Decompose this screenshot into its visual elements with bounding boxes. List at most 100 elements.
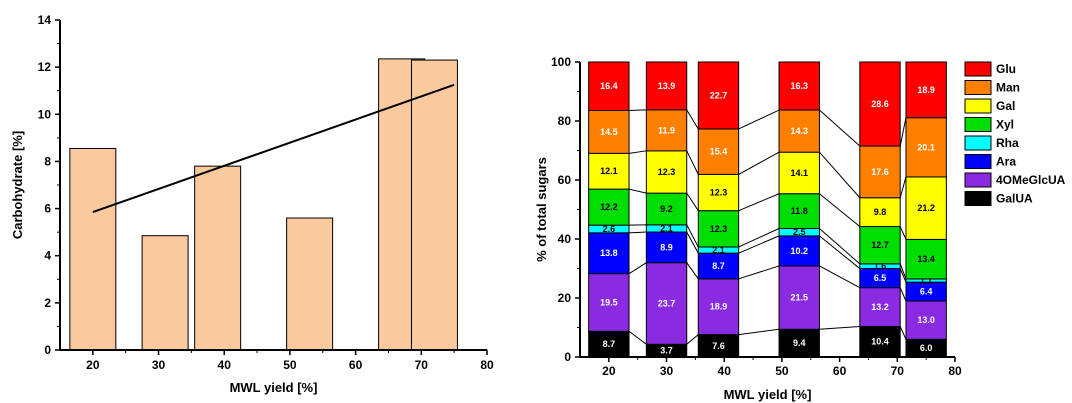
segment-label: 2.6 [603,224,616,234]
legend-swatch [964,80,992,95]
x-axis-title: MWL yield [%] [724,387,812,402]
connector-line [686,231,699,254]
y-tick-label: 10 [38,107,52,121]
y-tick-label: 100 [551,55,571,69]
connector-line [628,150,647,154]
connector-line [686,109,699,130]
legend-label: Ara [996,155,1016,169]
segment-label: 23.7 [658,298,676,308]
connector-line [819,151,861,199]
legend-swatch [964,98,992,114]
connector-line [738,228,780,248]
segment-label: 13.8 [600,248,618,258]
segment-label: 16.4 [600,81,618,91]
segment-label: 28.6 [871,99,889,109]
segment-label: 8.9 [660,242,673,252]
legend-label: Glu [996,62,1016,76]
segment-label: 6.4 [920,287,933,297]
connector-line [738,235,780,254]
segment-label: 3.7 [660,346,673,356]
segment-label: 2.1 [712,245,725,255]
legend-swatch [964,117,992,132]
connector-line [819,193,861,227]
segment-label: 17.6 [871,167,889,177]
segment-label: 14.3 [790,126,808,136]
segment-label: 9.4 [793,338,806,348]
stack-segment [697,173,740,212]
segment-label: 13.4 [917,254,935,264]
segment-label: 18.9 [917,85,935,95]
connector-line [629,109,647,111]
y-tick-label: 40 [558,232,572,246]
stack-segment [588,232,630,275]
stack-segment [905,117,947,178]
connector-line [899,226,907,240]
x-tick-label: 70 [415,358,429,372]
bar [141,235,189,351]
stack-segment [645,231,688,264]
connector-line [738,328,780,336]
legend-label: 4OMeGlcUA [996,173,1066,187]
x-tick-label: 60 [349,358,363,372]
segment-label: 7.6 [712,341,725,351]
stack-segment [778,235,820,267]
bar [194,165,242,351]
connector-line [686,224,699,248]
stack-segment [697,128,740,175]
y-tick-label: 14 [38,13,52,27]
segment-label: 11.8 [791,206,808,216]
stack-segment [778,265,820,330]
stack-segment [859,287,901,327]
y-tick-label: 2 [44,296,51,310]
segment-label: 13.2 [871,302,889,312]
segment-label: 12.1 [600,166,618,176]
segment-label: 13.0 [917,315,935,325]
connector-line [819,235,861,269]
stack-segment [588,152,630,190]
y-tick-label: 60 [558,173,572,187]
segment-label: 14.1 [790,168,808,178]
x-tick-label: 80 [948,364,962,378]
segment-label: 6.0 [920,343,933,353]
segment-label: 12.3 [710,224,728,234]
connector-line [686,262,699,280]
connector-line [686,150,699,175]
connector-line [686,334,699,345]
stack-segment [905,176,947,240]
segment-label: 19.5 [600,297,618,307]
trend-line [92,83,455,214]
segment-label: 1.1 [920,276,933,286]
connector-line [899,117,907,147]
connector-line [628,188,647,194]
connector-line [738,151,780,175]
connector-line [899,287,907,302]
x-tick-label: 40 [218,358,232,372]
connector-line [738,109,780,130]
connector-line [738,193,780,212]
y-tick-label: 0 [564,350,571,364]
stack-segment [905,238,947,280]
connector-line [819,325,860,330]
x-tick-label: 20 [86,358,100,372]
x-tick-label: 50 [775,364,789,378]
connector-line [899,176,907,198]
y-axis-title: Carbohydrate [%] [10,131,25,239]
segment-label: 2.1 [660,223,673,233]
stack-segment [859,61,901,147]
stack-segment [859,226,901,265]
x-tick-label: 30 [660,364,674,378]
segment-label: 2.5 [793,227,806,237]
legend-swatch [964,172,992,188]
connector-line [819,228,861,265]
legend-label: Man [996,81,1020,95]
x-axis-title: MWL yield [%] [230,380,318,395]
stack-segment [588,61,630,111]
y-axis-title: % of total sugars [534,157,549,262]
connector-line [899,268,907,283]
bar [286,217,334,351]
x-tick-label: 40 [718,364,732,378]
x-tick-label: 50 [283,358,297,372]
bar [410,59,458,351]
connector-line [819,265,861,289]
